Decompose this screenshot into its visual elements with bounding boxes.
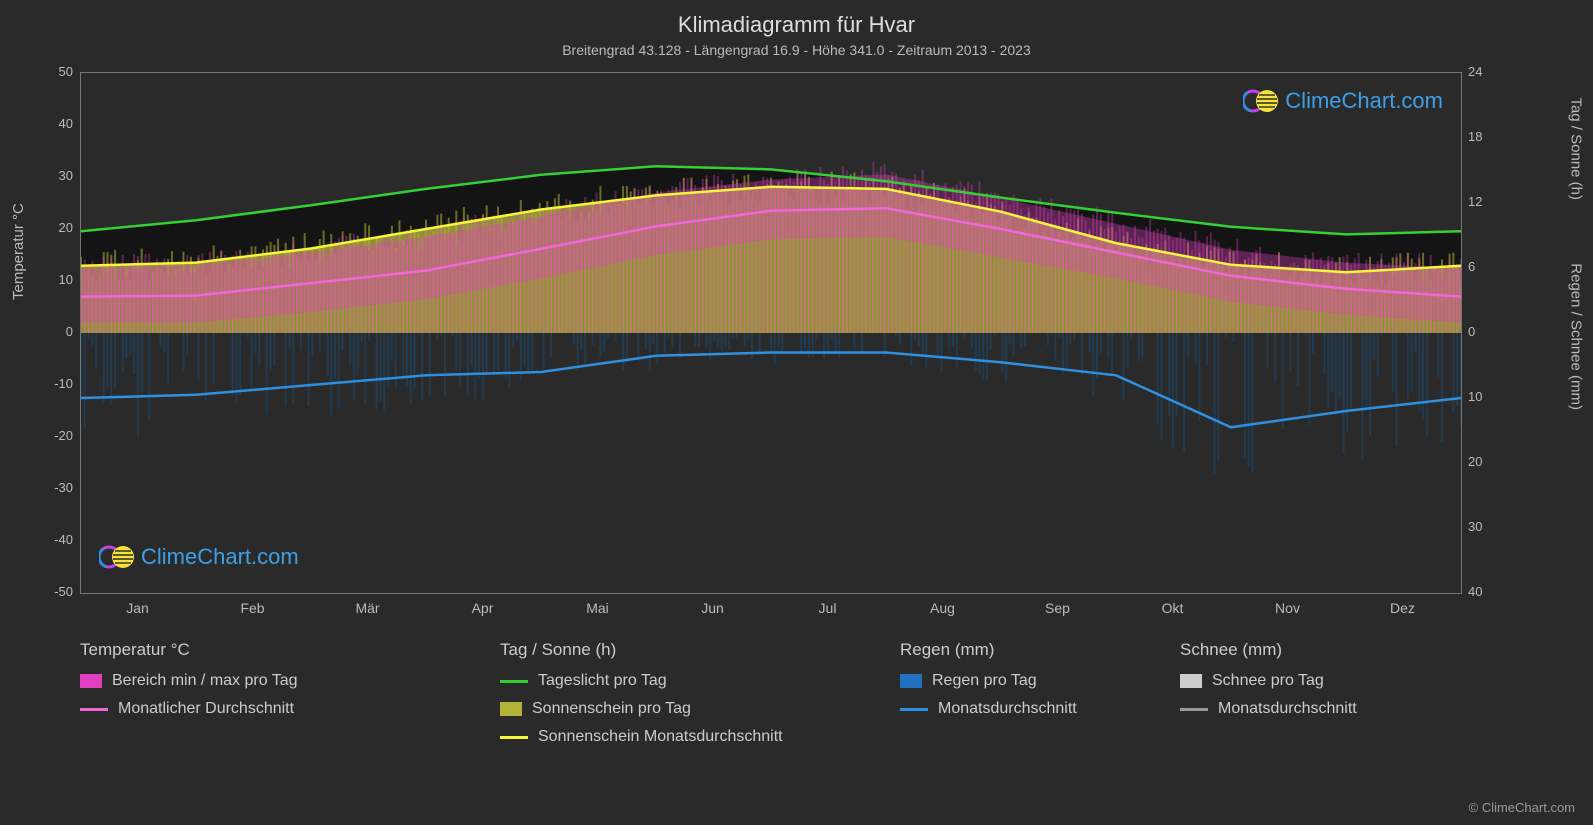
y-tick-left: -40 bbox=[33, 532, 73, 547]
legend-column: Regen (mm) Regen pro Tag Monatsdurchschnit… bbox=[900, 640, 1077, 728]
y-axis-left-label: Temperatur °C bbox=[10, 203, 27, 300]
x-tick-month: Aug bbox=[913, 600, 973, 616]
plot-svg bbox=[81, 73, 1461, 593]
legend-heading: Temperatur °C bbox=[80, 640, 298, 660]
watermark-text: ClimeChart.com bbox=[141, 544, 299, 570]
legend-line-icon bbox=[80, 708, 108, 711]
legend-line-icon bbox=[900, 708, 928, 711]
x-tick-month: Jan bbox=[108, 600, 168, 616]
legend-label: Tageslicht pro Tag bbox=[538, 672, 667, 690]
x-tick-month: Okt bbox=[1143, 600, 1203, 616]
legend-swatch-icon bbox=[1180, 674, 1202, 688]
x-tick-month: Jun bbox=[683, 600, 743, 616]
y-tick-left: -30 bbox=[33, 480, 73, 495]
y-tick-right-mm: 40 bbox=[1468, 584, 1508, 599]
y-tick-left: 50 bbox=[33, 64, 73, 79]
legend-swatch-icon bbox=[500, 702, 522, 716]
legend-label: Schnee pro Tag bbox=[1212, 672, 1324, 690]
legend-label: Sonnenschein pro Tag bbox=[532, 700, 691, 718]
legend-item: Tageslicht pro Tag bbox=[500, 672, 783, 690]
legend-item: Monatsdurchschnitt bbox=[1180, 700, 1357, 718]
legend-heading: Schnee (mm) bbox=[1180, 640, 1357, 660]
legend-heading: Tag / Sonne (h) bbox=[500, 640, 783, 660]
legend-label: Monatlicher Durchschnitt bbox=[118, 700, 294, 718]
plot-area: ClimeChart.com ClimeChart.com bbox=[80, 72, 1462, 594]
y-tick-left: 10 bbox=[33, 272, 73, 287]
legend-label: Monatsdurchschnitt bbox=[938, 700, 1077, 718]
legend-label: Bereich min / max pro Tag bbox=[112, 672, 298, 690]
legend-item: Monatsdurchschnitt bbox=[900, 700, 1077, 718]
y-axis-right-top-label: Tag / Sonne (h) bbox=[1568, 97, 1585, 200]
y-tick-right-mm: 20 bbox=[1468, 454, 1508, 469]
climechart-logo-icon bbox=[99, 543, 135, 571]
legend-column: Temperatur °C Bereich min / max pro Tag Mo… bbox=[80, 640, 298, 728]
legend-column: Schnee (mm) Schnee pro Tag Monatsdurchschn… bbox=[1180, 640, 1357, 728]
watermark-text: ClimeChart.com bbox=[1285, 88, 1443, 114]
chart-title: Klimadiagramm für Hvar bbox=[0, 12, 1593, 38]
legend-label: Regen pro Tag bbox=[932, 672, 1037, 690]
legend-line-icon bbox=[500, 736, 528, 739]
y-axis-right-bot-label: Regen / Schnee (mm) bbox=[1568, 263, 1585, 410]
x-tick-month: Apr bbox=[453, 600, 513, 616]
legend-swatch-icon bbox=[900, 674, 922, 688]
y-tick-right-mm: 30 bbox=[1468, 519, 1508, 534]
y-tick-left: 0 bbox=[33, 324, 73, 339]
legend-item: Schnee pro Tag bbox=[1180, 672, 1357, 690]
y-tick-left: -10 bbox=[33, 376, 73, 391]
y-tick-right-hours: 12 bbox=[1468, 194, 1508, 209]
legend-heading: Regen (mm) bbox=[900, 640, 1077, 660]
x-tick-month: Mär bbox=[338, 600, 398, 616]
legend-item: Sonnenschein pro Tag bbox=[500, 700, 783, 718]
legend-item: Sonnenschein Monatsdurchschnitt bbox=[500, 728, 783, 746]
y-tick-left: 20 bbox=[33, 220, 73, 235]
legend-item: Bereich min / max pro Tag bbox=[80, 672, 298, 690]
y-tick-left: -50 bbox=[33, 584, 73, 599]
legend-item: Monatlicher Durchschnitt bbox=[80, 700, 298, 718]
watermark-bottom: ClimeChart.com bbox=[99, 543, 299, 571]
y-tick-left: 40 bbox=[33, 116, 73, 131]
y-tick-right-hours: 18 bbox=[1468, 129, 1508, 144]
x-tick-month: Mai bbox=[568, 600, 628, 616]
y-tick-left: 30 bbox=[33, 168, 73, 183]
y-tick-left: -20 bbox=[33, 428, 73, 443]
climechart-logo-icon bbox=[1243, 87, 1279, 115]
legend-line-icon bbox=[500, 680, 528, 683]
y-tick-right-mm: 10 bbox=[1468, 389, 1508, 404]
x-tick-month: Jul bbox=[798, 600, 858, 616]
copyright-text: © ClimeChart.com bbox=[1469, 800, 1575, 815]
y-tick-right-hours: 24 bbox=[1468, 64, 1508, 79]
x-tick-month: Nov bbox=[1258, 600, 1318, 616]
y-tick-right-hours: 6 bbox=[1468, 259, 1508, 274]
legend-column: Tag / Sonne (h) Tageslicht pro Tag Sonnens… bbox=[500, 640, 783, 756]
legend-label: Monatsdurchschnitt bbox=[1218, 700, 1357, 718]
legend-label: Sonnenschein Monatsdurchschnitt bbox=[538, 728, 783, 746]
legend-item: Regen pro Tag bbox=[900, 672, 1077, 690]
chart-container: Klimadiagramm für Hvar Breitengrad 43.12… bbox=[0, 0, 1593, 825]
y-tick-right-hours: 0 bbox=[1468, 324, 1508, 339]
legend-swatch-icon bbox=[80, 674, 102, 688]
x-tick-month: Sep bbox=[1028, 600, 1088, 616]
x-tick-month: Dez bbox=[1373, 600, 1433, 616]
chart-subtitle: Breitengrad 43.128 - Längengrad 16.9 - H… bbox=[0, 42, 1593, 58]
x-tick-month: Feb bbox=[223, 600, 283, 616]
legend-line-icon bbox=[1180, 708, 1208, 711]
watermark-top: ClimeChart.com bbox=[1243, 87, 1443, 115]
